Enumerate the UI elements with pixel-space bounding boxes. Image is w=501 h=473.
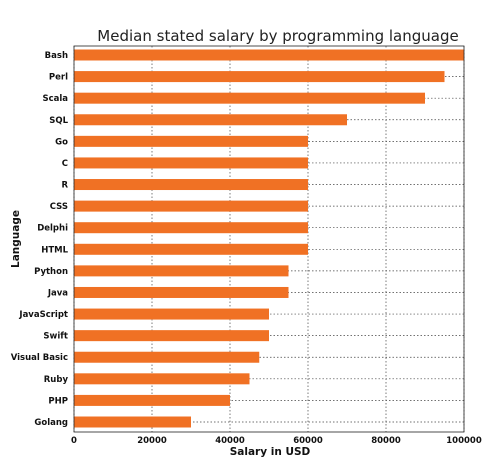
bar-java (74, 286, 289, 298)
category-label: PHP (48, 396, 68, 406)
category-label: Golang (34, 418, 68, 428)
bar-delphi (74, 222, 308, 234)
category-labels: Bash Perl Scala SQL Go C R CSS Delphi HTML Python J… (11, 51, 69, 428)
x-tick-labels: 0 20000 40000 60000 80000 100000 (71, 436, 482, 446)
bar-perl (74, 71, 445, 83)
bar-html (74, 243, 308, 255)
x-axis-label: Salary in USD (230, 446, 311, 458)
category-label: Scala (42, 94, 68, 104)
category-label: Perl (49, 73, 68, 83)
category-label: JavaScript (18, 310, 68, 320)
plot-frame (73, 45, 465, 433)
category-label: C (62, 159, 68, 169)
category-label: CSS (50, 202, 68, 212)
bars (74, 49, 464, 428)
category-label: Java (47, 288, 68, 298)
category-label: Python (34, 267, 68, 277)
y-axis-label: Language (10, 210, 22, 268)
bar-r (74, 179, 308, 191)
category-label: Visual Basic (11, 353, 68, 363)
bar-php (74, 394, 230, 406)
bar-sql (74, 114, 347, 126)
x-tick-label: 80000 (371, 436, 401, 446)
category-label: Bash (45, 51, 68, 61)
x-tick-label: 60000 (293, 436, 323, 446)
chart-title: Median stated salary by programming lang… (97, 27, 458, 45)
x-tick-label: 0 (71, 436, 77, 446)
bar-go (74, 135, 308, 147)
x-tick-label: 100000 (446, 436, 482, 446)
category-label: R (61, 181, 68, 191)
category-label: HTML (41, 245, 68, 255)
category-label: Go (55, 137, 68, 147)
bar-visual-basic (74, 351, 260, 363)
bar-swift (74, 330, 269, 342)
bar-ruby (74, 373, 250, 385)
bar-bash (74, 49, 464, 61)
bar-python (74, 265, 289, 277)
bar-javascript (74, 308, 269, 320)
bar-css (74, 200, 308, 212)
x-tick-label: 40000 (215, 436, 245, 446)
category-label: SQL (49, 116, 68, 126)
category-label: Swift (43, 332, 68, 342)
bar-golang (74, 416, 191, 428)
bar-scala (74, 92, 425, 104)
bar-c (74, 157, 308, 169)
category-label: Delphi (37, 224, 68, 234)
x-tick-label: 20000 (137, 436, 167, 446)
category-label: Ruby (44, 375, 69, 385)
